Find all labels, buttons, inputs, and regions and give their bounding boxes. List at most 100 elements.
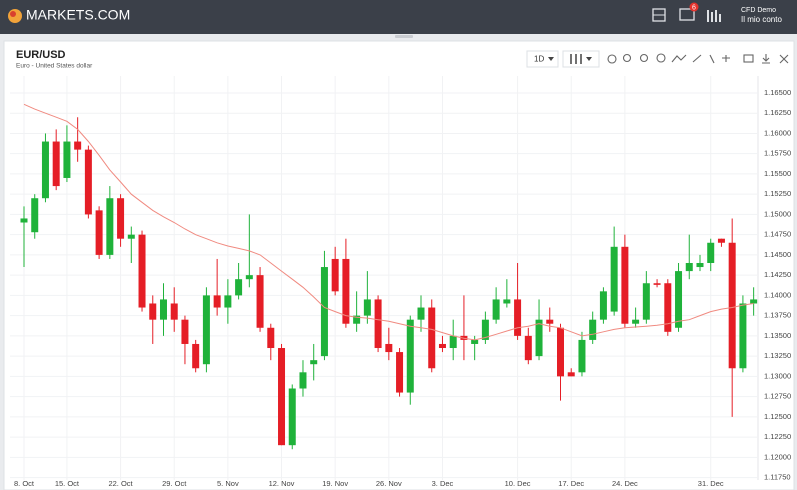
candle-body — [278, 348, 286, 446]
candle-body — [664, 283, 672, 332]
y-tick-label: 1.14500 — [764, 250, 791, 259]
candle-body — [481, 319, 489, 340]
candle-body — [331, 258, 339, 292]
y-tick-label: 1.15500 — [764, 169, 791, 178]
zoom-out[interactable] — [639, 53, 649, 63]
candle-body — [599, 291, 607, 320]
candle-body — [95, 210, 103, 255]
candle-body — [213, 295, 221, 308]
x-tick-label: 24. Dec — [612, 479, 638, 488]
account-type: CFD Demo — [741, 7, 776, 14]
candle-body — [170, 303, 178, 320]
candle-body — [63, 141, 71, 178]
candle-body — [192, 343, 200, 369]
badge-count: 6 — [692, 4, 696, 11]
y-tick-label: 1.16500 — [764, 88, 791, 97]
moving-average — [23, 103, 754, 341]
x-tick-label: 5. Nov — [217, 479, 239, 488]
candle-body — [578, 339, 586, 373]
logo-icon-part — [10, 11, 16, 17]
candle-body — [717, 238, 725, 243]
candle-body — [31, 198, 39, 233]
download[interactable] — [762, 54, 770, 64]
candle-body — [127, 234, 135, 239]
candle-body — [503, 299, 511, 304]
candle-body — [535, 319, 543, 357]
y-tick-label: 1.14250 — [764, 270, 791, 279]
candle-body — [675, 271, 683, 328]
y-tick-label: 1.14750 — [764, 230, 791, 239]
candle-body — [685, 262, 693, 272]
candle-body — [106, 198, 114, 255]
y-tick-label: 1.13750 — [764, 311, 791, 320]
y-tick-label: 1.16000 — [764, 128, 791, 137]
candle-body — [567, 372, 575, 377]
candle-body — [610, 246, 618, 312]
dropdown-arrow — [548, 57, 554, 61]
candle-body — [728, 242, 736, 369]
interval[interactable]: 1D — [534, 55, 544, 64]
candle-body — [589, 319, 597, 340]
x-tick-label: 15. Oct — [55, 479, 80, 488]
badge — [689, 2, 699, 12]
candle-body — [417, 307, 425, 320]
messages-icon[interactable] — [679, 8, 695, 21]
candle-body — [428, 307, 436, 369]
x-tick-label: 12. Nov — [269, 479, 295, 488]
candle-body — [621, 246, 629, 324]
logo[interactable]: MARKETS.COM — [26, 7, 130, 23]
candle-body — [149, 303, 157, 320]
line-tool[interactable] — [671, 54, 687, 63]
y-tick-label: 1.12500 — [764, 412, 791, 421]
x-tick-label: 31. Dec — [698, 479, 724, 488]
candle-body — [299, 372, 307, 389]
trend-tool[interactable] — [692, 54, 702, 63]
x-tick-label: 3. Dec — [432, 479, 454, 488]
y-tick-label: 1.12750 — [764, 392, 791, 401]
candle-body — [202, 295, 210, 365]
candle-body — [52, 141, 60, 187]
candle-body — [642, 283, 650, 320]
tool-icon[interactable] — [607, 54, 617, 64]
candle-body — [224, 295, 232, 308]
cursor-tool[interactable] — [709, 54, 715, 64]
y-tick-label: 1.14000 — [764, 290, 791, 299]
candle-body — [524, 335, 532, 361]
candle-body — [159, 299, 167, 320]
chart-panel — [3, 40, 795, 490]
account-menu[interactable]: Il mio conto — [741, 15, 782, 24]
zoom-in[interactable] — [622, 53, 632, 63]
y-tick-label: 1.16250 — [764, 108, 791, 117]
y-tick-label: 1.13500 — [764, 331, 791, 340]
x-tick-label: 26. Nov — [376, 479, 402, 488]
account-icon[interactable] — [707, 10, 721, 22]
interval-button[interactable] — [526, 50, 559, 68]
y-tick-label: 1.12250 — [764, 432, 791, 441]
candle-body — [245, 275, 253, 280]
candle-body — [288, 388, 296, 446]
candle-body — [696, 262, 704, 268]
candle-body — [267, 327, 275, 349]
candle-body — [342, 258, 350, 324]
candle-body — [514, 299, 522, 336]
measure-tool[interactable] — [722, 55, 730, 62]
camera[interactable] — [743, 54, 754, 63]
candle-body — [117, 198, 125, 239]
x-tick-label: 10. Dec — [505, 479, 531, 488]
candle-body — [310, 360, 318, 365]
candle-body — [41, 141, 49, 199]
candle-body — [385, 343, 393, 353]
resize-handle[interactable] — [395, 35, 413, 38]
x-tick-label: 8. Oct — [14, 479, 35, 488]
toolbar-icons — [607, 53, 789, 64]
candle-body — [750, 299, 758, 304]
close[interactable] — [779, 54, 789, 64]
chart-subtitle: Euro - United States dollar — [16, 63, 93, 70]
x-tick-label: 17. Dec — [558, 479, 584, 488]
candle-body — [138, 234, 146, 308]
chart-type-icon — [570, 54, 582, 64]
y-tick-label: 1.15000 — [764, 209, 791, 218]
candle-body — [235, 279, 243, 296]
crosshair[interactable] — [656, 53, 666, 63]
